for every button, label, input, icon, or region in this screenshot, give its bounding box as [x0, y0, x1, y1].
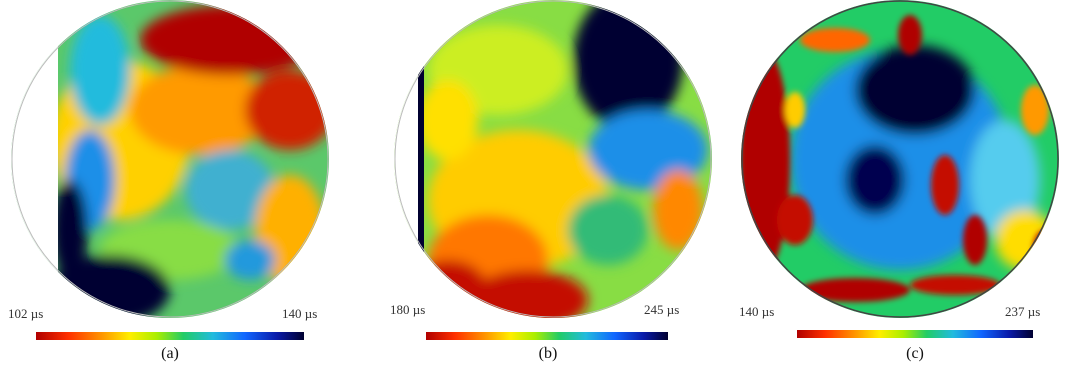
colorbar-c: [797, 330, 1033, 338]
panel-c: 140 µs 237 µs (c): [735, 0, 1065, 368]
colorbar-a: [36, 332, 304, 340]
caption-a: (a): [161, 345, 179, 362]
colorbar-max-label-c: 237 µs: [1005, 304, 1041, 319]
colorbar-min-label-b: 180 µs: [390, 302, 426, 317]
lifetime-map-b: [394, 0, 712, 318]
lifetime-map-a: [11, 0, 329, 318]
caption-c: (c): [906, 345, 924, 362]
panel-b: 180 µs 245 µs (b): [380, 0, 720, 368]
caption-b: (b): [538, 345, 558, 362]
lifetime-map-c: [741, 0, 1059, 318]
colorbar-max-label-b: 245 µs: [644, 302, 680, 317]
colorbar-max-label-a: 140 µs: [282, 306, 318, 321]
colorbar-min-label-c: 140 µs: [739, 304, 775, 319]
colorbar-b: [426, 332, 668, 340]
panel-a: 102 µs 140 µs (a): [0, 0, 340, 368]
colorbar-min-label-a: 102 µs: [8, 306, 44, 321]
